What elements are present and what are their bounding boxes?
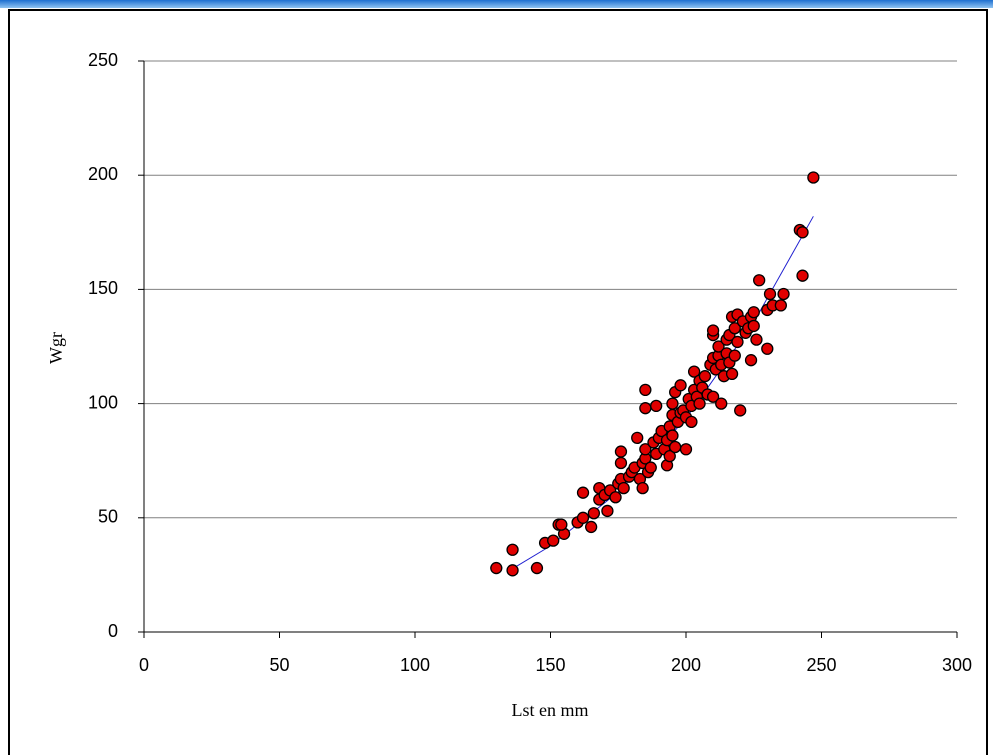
x-tick-label: 100 xyxy=(400,655,430,675)
x-tick-label: 300 xyxy=(942,655,972,675)
data-point xyxy=(777,287,790,301)
data-point xyxy=(631,431,644,445)
data-point xyxy=(685,415,698,429)
x-tick-label: 250 xyxy=(806,655,836,675)
x-tick-label: 150 xyxy=(535,655,565,675)
data-point xyxy=(750,333,763,346)
data-point xyxy=(587,507,601,520)
data-point xyxy=(547,534,560,547)
data-point xyxy=(706,390,720,403)
data-point xyxy=(639,443,652,456)
data-point xyxy=(666,397,679,410)
data-point xyxy=(761,342,774,355)
frame xyxy=(8,9,988,755)
y-tick-label: 250 xyxy=(88,50,118,70)
data-point xyxy=(506,564,519,577)
data-point xyxy=(753,274,766,287)
x-tick-label: 200 xyxy=(671,655,701,675)
y-axis-label: Wgr xyxy=(46,332,66,364)
trend-line xyxy=(509,216,814,571)
data-point xyxy=(674,379,687,392)
data-point xyxy=(693,397,706,410)
data-point xyxy=(576,511,590,524)
data-point xyxy=(807,171,820,184)
data-point xyxy=(731,335,744,349)
data-point xyxy=(530,561,544,575)
data-point xyxy=(639,402,652,415)
x-tick-label: 0 xyxy=(139,655,149,675)
data-point xyxy=(747,306,760,319)
data-point xyxy=(796,226,809,239)
x-axis-label: Lst en mm xyxy=(512,700,589,720)
data-point xyxy=(679,443,693,456)
y-tick-label: 200 xyxy=(88,164,118,184)
data-point xyxy=(601,504,614,518)
data-point xyxy=(617,481,630,495)
data-point xyxy=(698,370,712,383)
x-tick-label: 50 xyxy=(269,655,289,675)
data-point xyxy=(747,319,760,333)
data-point xyxy=(666,429,679,442)
data-point xyxy=(796,269,809,282)
y-tick-label: 150 xyxy=(88,278,118,298)
data-point xyxy=(725,367,739,381)
y-tick-label: 50 xyxy=(98,507,118,527)
data-point xyxy=(609,491,622,504)
data-point xyxy=(728,349,741,362)
data-point xyxy=(706,324,720,337)
data-point xyxy=(763,287,777,301)
data-point xyxy=(639,383,652,397)
data-point xyxy=(555,518,568,531)
data-point xyxy=(663,449,676,463)
y-tick-label: 100 xyxy=(88,392,118,412)
data-point xyxy=(636,481,649,495)
data-point xyxy=(614,445,628,458)
top-bar xyxy=(0,0,993,8)
data-point xyxy=(744,354,758,367)
data-point xyxy=(774,299,787,312)
data-point xyxy=(614,456,628,470)
y-tick-label: 0 xyxy=(108,621,118,641)
data-point xyxy=(712,340,725,353)
data-point xyxy=(585,520,598,534)
data-point xyxy=(715,397,728,410)
data-point xyxy=(728,322,741,335)
data-point xyxy=(506,543,519,556)
data-point xyxy=(650,399,663,413)
data-point xyxy=(669,440,682,454)
data-point xyxy=(644,461,657,474)
data-point xyxy=(687,365,701,378)
data-point xyxy=(490,561,503,575)
data-point xyxy=(734,404,747,417)
data-point xyxy=(576,486,590,499)
